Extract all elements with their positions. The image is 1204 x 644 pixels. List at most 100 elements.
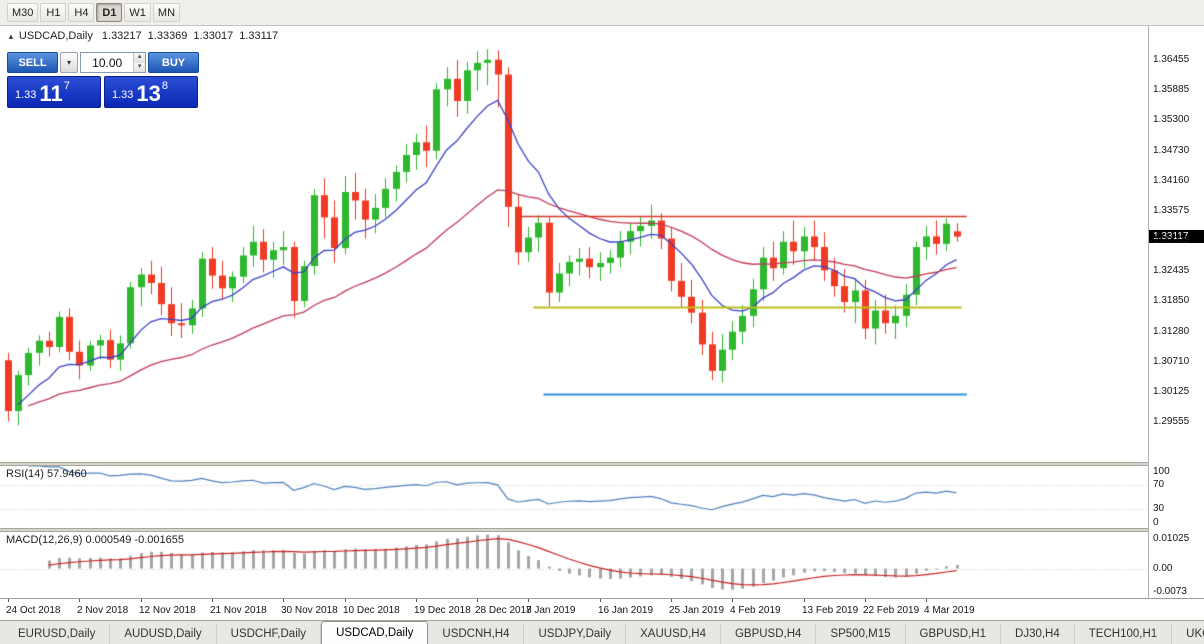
chart-tab-gbpusd-h4[interactable]: GBPUSD,H4 (721, 624, 817, 644)
price-axis-label: 1.31850 (1153, 295, 1190, 306)
date-axis-label: 24 Oct 2018 (6, 605, 61, 616)
chevron-down-icon: ▾ (66, 58, 71, 67)
chart-tab-usdjpy-daily[interactable]: USDJPY,Daily (524, 624, 627, 644)
ask-price-head: 1.33 (112, 89, 134, 101)
bid-price-point: 7 (63, 80, 70, 92)
price-axis-label: 1.33005 (1153, 235, 1190, 246)
date-tick (212, 599, 213, 602)
ohlc-low: 1.33017 (193, 30, 234, 42)
date-axis-label: 16 Jan 2019 (598, 605, 654, 616)
volume-decrease-button[interactable]: ▾ (134, 62, 145, 72)
timeframe-button-w1[interactable]: W1 (124, 3, 151, 22)
price-axis-label: 1.34730 (1153, 145, 1190, 156)
price-axis-label: 1.32435 (1153, 265, 1190, 276)
macd-axis-label: -0.0073 (1153, 586, 1187, 597)
volume-field-wrap: ▴ ▾ (80, 52, 146, 73)
chart-tabs-bar: EURUSD,Daily AUDUSD,Daily USDCHF,Daily USDC… (0, 620, 1204, 644)
date-axis-label: 10 Dec 2018 (343, 605, 400, 616)
macd-indicator-canvas[interactable] (0, 532, 1148, 598)
date-tick (528, 599, 529, 602)
price-axis-label: 1.29555 (1153, 416, 1190, 427)
date-axis[interactable]: 24 Oct 2018 2 Nov 2018 12 Nov 2018 21 Nov 2… (0, 598, 1204, 620)
macd-indicator-label: MACD(12,26,9) 0.000549 -0.001655 (6, 534, 184, 546)
date-tick (477, 599, 478, 602)
date-tick (865, 599, 866, 602)
date-axis-label: 7 Jan 2019 (526, 605, 576, 616)
macd-axis-label: 0.01025 (1153, 533, 1190, 544)
chart-tab-tech100-h1[interactable]: TECH100,H1 (1075, 624, 1173, 644)
buy-button[interactable]: BUY (148, 52, 199, 73)
date-axis-label: 4 Feb 2019 (730, 605, 781, 616)
price-axis-label: 1.35885 (1153, 84, 1190, 95)
pane-splitter[interactable] (0, 462, 1204, 466)
date-axis-label: 2 Nov 2018 (77, 605, 129, 616)
timeframe-button-m30[interactable]: M30 (7, 3, 39, 22)
date-axis-label: 22 Feb 2019 (863, 605, 920, 616)
date-axis-label: 13 Feb 2019 (802, 605, 859, 616)
price-axis[interactable]: 1.33117 1.36455 1.35885 1.35300 1.34730 1.34… (1148, 26, 1204, 598)
rsi-axis-label: 70 (1153, 479, 1165, 490)
macd-axis-label: 0.00 (1153, 563, 1173, 574)
chart-tab-gbpusd-h1[interactable]: GBPUSD,H1 (906, 624, 1002, 644)
symbol-name: USDCAD,Daily (18, 30, 93, 42)
date-tick (345, 599, 346, 602)
chart-tab-usdcnh-h4[interactable]: USDCNH,H4 (428, 624, 525, 644)
symbol-ohlc-line: ▲ USDCAD,Daily 1.33217 1.33369 1.33017 1.3311… (7, 30, 284, 42)
volume-increase-button[interactable]: ▴ (134, 53, 145, 63)
ohlc-high: 1.33369 (147, 30, 188, 42)
ohlc-open: 1.33217 (101, 30, 142, 42)
date-axis-label: 30 Nov 2018 (281, 605, 338, 616)
ohlc-close: 1.33117 (239, 30, 279, 42)
symbol-marker-icon: ▲ (7, 32, 15, 41)
chart-tab-xauusd-h4[interactable]: XAUUSD,H4 (626, 624, 721, 644)
ask-price-point: 8 (161, 80, 169, 92)
date-axis-label: 19 Dec 2018 (414, 605, 471, 616)
bid-price-pips: 11 (39, 81, 63, 106)
price-axis-label: 1.30710 (1153, 356, 1190, 367)
date-axis-label: 28 Dec 2018 (475, 605, 532, 616)
volume-dropdown-button[interactable]: ▾ (60, 52, 78, 73)
chart-tab-eurusd-daily[interactable]: EURUSD,Daily (4, 624, 111, 644)
chart-tab-usdchf-daily[interactable]: USDCHF,Daily (217, 624, 322, 644)
price-axis-label: 1.34160 (1153, 175, 1190, 186)
price-axis-label: 1.35300 (1153, 114, 1190, 125)
timeframe-button-h1[interactable]: H1 (40, 3, 67, 22)
date-axis-label: 25 Jan 2019 (669, 605, 725, 616)
timeframe-button-mn[interactable]: MN (152, 3, 181, 22)
volume-input[interactable] (81, 53, 134, 72)
pane-splitter[interactable] (0, 528, 1204, 532)
date-axis-label: 21 Nov 2018 (210, 605, 267, 616)
chart-tab-dj30-h4[interactable]: DJ30,H4 (1001, 624, 1075, 644)
chart-tab-ukc[interactable]: UKC (1172, 624, 1204, 644)
buy-price-display[interactable]: 1.33 13 8 (104, 76, 198, 108)
price-axis-label: 1.30125 (1153, 386, 1190, 397)
rsi-axis-label: 0 (1153, 517, 1159, 528)
date-tick (8, 599, 9, 602)
date-axis-label: 12 Nov 2018 (139, 605, 196, 616)
chart-tab-audusd-daily[interactable]: AUDUSD,Daily (110, 624, 217, 644)
timeframe-button-h4[interactable]: H4 (68, 3, 95, 22)
date-axis-label: 4 Mar 2019 (924, 605, 975, 616)
date-tick (926, 599, 927, 602)
rsi-indicator-label: RSI(14) 57.9460 (6, 468, 87, 480)
volume-spinner: ▴ ▾ (133, 53, 145, 72)
one-click-trading-panel: SELL ▾ ▴ ▾ BUY 1.33 11 7 1.3 (7, 52, 199, 108)
date-tick (804, 599, 805, 602)
timeframe-button-d1[interactable]: D1 (96, 3, 123, 22)
rsi-indicator-canvas[interactable] (0, 466, 1148, 528)
timeframe-toolbar: M30 H1 H4 D1 W1 MN (0, 0, 1204, 26)
price-axis-label: 1.31280 (1153, 326, 1190, 337)
price-axis-label: 1.36455 (1153, 54, 1190, 65)
rsi-axis-label: 100 (1153, 466, 1170, 477)
chart-tab-usdcad-daily[interactable]: USDCAD,Daily (321, 621, 429, 644)
sell-button[interactable]: SELL (7, 52, 58, 73)
date-tick (600, 599, 601, 602)
date-tick (79, 599, 80, 602)
date-tick (416, 599, 417, 602)
sell-price-display[interactable]: 1.33 11 7 (7, 76, 101, 108)
chart-area: ▲ USDCAD,Daily 1.33217 1.33369 1.33017 1.3311… (0, 26, 1204, 620)
date-tick (283, 599, 284, 602)
chart-tab-sp500-m15[interactable]: SP500,M15 (816, 624, 906, 644)
rsi-axis-label: 30 (1153, 503, 1165, 514)
